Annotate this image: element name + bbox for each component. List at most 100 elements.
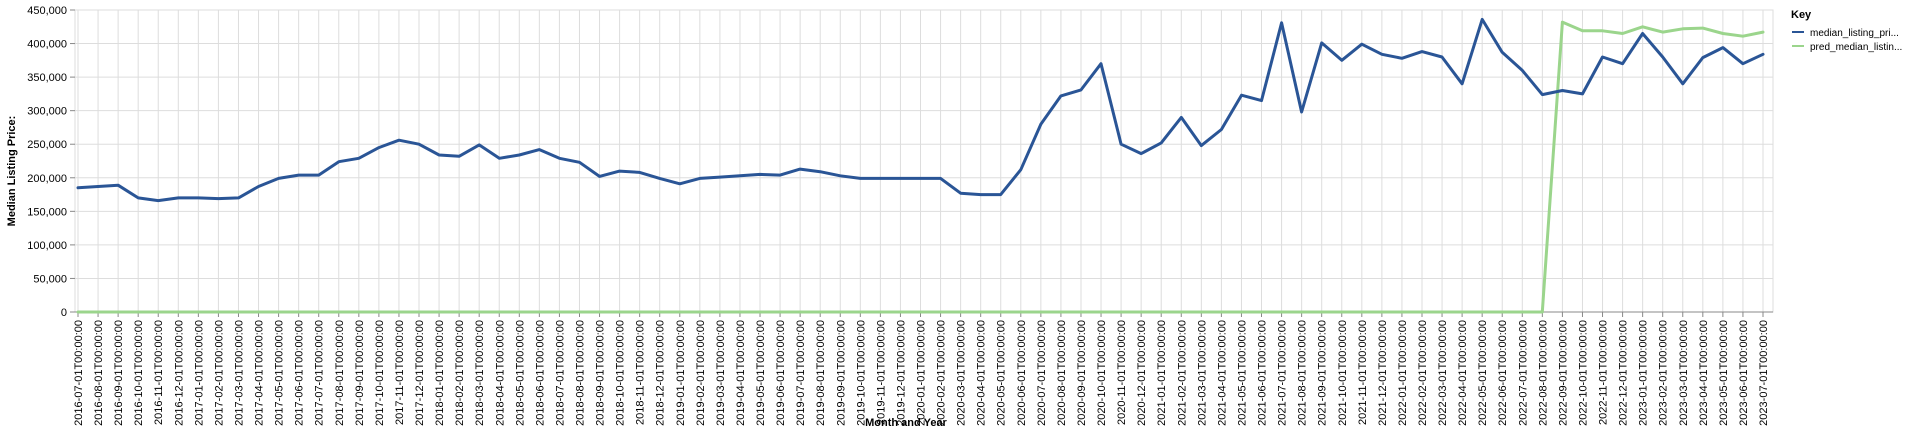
x-tick-label: 2020-01-01T00:00:00 <box>916 320 928 426</box>
x-tick-label: 2023-05-01T00:00:00 <box>1718 320 1730 426</box>
x-tick-label: 2017-06-01T00:00:00 <box>294 320 306 426</box>
x-tick-label: 2022-03-01T00:00:00 <box>1437 320 1449 426</box>
x-tick-label: 2020-06-01T00:00:00 <box>1016 320 1028 426</box>
x-tick-label: 2019-03-01T00:00:00 <box>715 320 727 426</box>
x-tick-label: 2021-10-01T00:00:00 <box>1337 320 1349 426</box>
y-tick-label: 100,000 <box>27 240 67 252</box>
y-axis-title: Median Listing Price: <box>6 116 18 227</box>
x-tick-label: 2022-09-01T00:00:00 <box>1557 320 1569 426</box>
x-tick-label: 2018-09-01T00:00:00 <box>595 320 607 426</box>
x-tick-label: 2018-02-01T00:00:00 <box>454 320 466 426</box>
x-tick-label: 2017-04-01T00:00:00 <box>254 320 266 426</box>
x-tick-label: 2019-06-01T00:00:00 <box>775 320 787 426</box>
x-tick-label: 2020-03-01T00:00:00 <box>956 320 968 426</box>
x-tick-label: 2016-09-01T00:00:00 <box>113 320 125 426</box>
x-tick-label: 2019-09-01T00:00:00 <box>835 320 847 426</box>
x-tick-label: 2017-01-01T00:00:00 <box>193 320 205 426</box>
x-tick-label: 2019-04-01T00:00:00 <box>735 320 747 426</box>
x-tick-label: 2019-08-01T00:00:00 <box>815 320 827 426</box>
x-tick-label: 2019-07-01T00:00:00 <box>795 320 807 426</box>
x-tick-label: 2019-10-01T00:00:00 <box>855 320 867 426</box>
series-line-median-listing-pri <box>76 17 1765 203</box>
x-tick-label: 2023-01-01T00:00:00 <box>1638 320 1650 426</box>
x-tick-label: 2019-12-01T00:00:00 <box>895 320 907 426</box>
x-tick-label: 2016-07-01T00:00:00 <box>73 320 85 426</box>
x-tick-label: 2022-04-01T00:00:00 <box>1457 320 1469 426</box>
x-tick-label: 2021-02-01T00:00:00 <box>1176 320 1188 426</box>
x-tick-label: 2019-02-01T00:00:00 <box>695 320 707 426</box>
x-tick-label: 2022-06-01T00:00:00 <box>1497 320 1509 426</box>
x-tick-label: 2023-04-01T00:00:00 <box>1698 320 1710 426</box>
x-tick-label: 2018-03-01T00:00:00 <box>474 320 486 426</box>
x-tick-label: 2021-03-01T00:00:00 <box>1196 320 1208 426</box>
x-tick-label: 2022-05-01T00:00:00 <box>1477 320 1489 426</box>
y-tick-label: 250,000 <box>27 139 67 151</box>
x-tick-label: 2022-11-01T00:00:00 <box>1598 320 1610 425</box>
x-tick-label: 2022-07-01T00:00:00 <box>1517 320 1529 426</box>
x-tick-label: 2020-08-01T00:00:00 <box>1056 320 1068 426</box>
x-tick-label: 2023-03-01T00:00:00 <box>1678 320 1690 426</box>
x-tick-label: 2022-02-01T00:00:00 <box>1417 320 1429 426</box>
x-tick-label: 2020-05-01T00:00:00 <box>996 320 1008 426</box>
x-tick-label: 2018-01-01T00:00:00 <box>434 320 446 426</box>
x-tick-label: 2020-10-01T00:00:00 <box>1096 320 1108 426</box>
x-axis-title: Month and Year <box>865 417 947 429</box>
x-tick-label: 2021-04-01T00:00:00 <box>1216 320 1228 426</box>
x-tick-label: 2021-01-01T00:00:00 <box>1156 320 1168 426</box>
x-tick-label: 2023-07-01T00:00:00 <box>1758 320 1770 426</box>
y-tick-label: 150,000 <box>27 206 67 218</box>
y-tick-label: 200,000 <box>27 173 67 185</box>
y-tick-label: 350,000 <box>27 72 67 84</box>
x-tick-label: 2022-10-01T00:00:00 <box>1577 320 1589 426</box>
x-tick-label: 2021-08-01T00:00:00 <box>1297 320 1309 426</box>
y-tick-label: 0 <box>61 307 67 319</box>
x-tick-label: 2022-12-01T00:00:00 <box>1618 320 1630 426</box>
x-tick-label: 2020-11-01T00:00:00 <box>1116 320 1128 425</box>
x-tick-label: 2016-11-01T00:00:00 <box>153 320 165 425</box>
x-tick-label: 2018-07-01T00:00:00 <box>554 320 566 426</box>
x-tick-label: 2018-05-01T00:00:00 <box>514 320 526 426</box>
x-tick-label: 2016-08-01T00:00:00 <box>93 320 105 426</box>
x-tick-label: 2022-08-01T00:00:00 <box>1537 320 1549 426</box>
x-tick-label: 2017-11-01T00:00:00 <box>394 320 406 425</box>
grid-lines <box>74 9 1774 313</box>
x-tick-label: 2018-11-01T00:00:00 <box>635 320 647 425</box>
y-tick-label: 300,000 <box>27 106 67 118</box>
x-tick-label: 2020-04-01T00:00:00 <box>976 320 988 426</box>
x-tick-label: 2018-04-01T00:00:00 <box>494 320 506 426</box>
x-tick-label: 2018-06-01T00:00:00 <box>534 320 546 426</box>
x-tick-label: 2020-07-01T00:00:00 <box>1036 320 1048 426</box>
x-tick-label: 2020-09-01T00:00:00 <box>1076 320 1088 426</box>
y-tick-label: 400,000 <box>27 39 67 51</box>
x-axis: 2016-07-01T00:00:00 2016-08-01T00:00:00 20… <box>73 311 1773 426</box>
x-tick-label: 2017-10-01T00:00:00 <box>374 320 386 426</box>
y-axis: 0 50,000 100,000 150,000 200,000 250,000 300,0… <box>27 5 75 319</box>
x-tick-label: 2018-08-01T00:00:00 <box>574 320 586 426</box>
x-tick-label: 2017-02-01T00:00:00 <box>213 320 225 426</box>
x-tick-label: 2019-01-01T00:00:00 <box>675 320 687 426</box>
x-tick-label: 2017-07-01T00:00:00 <box>314 320 326 426</box>
x-tick-label: 2018-12-01T00:00:00 <box>655 320 667 426</box>
x-tick-label: 2021-06-01T00:00:00 <box>1257 320 1269 426</box>
x-tick-label: 2020-02-01T00:00:00 <box>936 320 948 426</box>
y-tick-label: 50,000 <box>33 273 67 285</box>
x-tick-label: 2021-09-01T00:00:00 <box>1317 320 1329 426</box>
x-tick-label: 2019-11-01T00:00:00 <box>875 320 887 425</box>
x-tick-label: 2016-10-01T00:00:00 <box>133 320 145 426</box>
x-tick-label: 2016-12-01T00:00:00 <box>173 320 185 426</box>
legend-label: pred_median_listin... <box>1810 42 1902 53</box>
x-tick-label: 2021-11-01T00:00:00 <box>1357 320 1369 425</box>
x-tick-label: 2021-12-01T00:00:00 <box>1377 320 1389 426</box>
legend-title: Key <box>1791 9 1812 21</box>
plot-frame <box>74 9 1774 313</box>
x-tick-label: 2017-08-01T00:00:00 <box>334 320 346 426</box>
series-lines <box>76 17 1765 314</box>
x-tick-label: 2020-12-01T00:00:00 <box>1136 320 1148 426</box>
x-tick-label: 2021-05-01T00:00:00 <box>1236 320 1248 426</box>
x-tick-label: 2017-12-01T00:00:00 <box>414 320 426 426</box>
legend: Key median_listing_pri... pred_median_lis… <box>1791 9 1902 53</box>
legend-label: median_listing_pri... <box>1810 28 1899 39</box>
x-tick-label: 2017-05-01T00:00:00 <box>274 320 286 426</box>
x-tick-label: 2017-09-01T00:00:00 <box>354 320 366 426</box>
series-line-pred-median-listin <box>76 20 1765 314</box>
